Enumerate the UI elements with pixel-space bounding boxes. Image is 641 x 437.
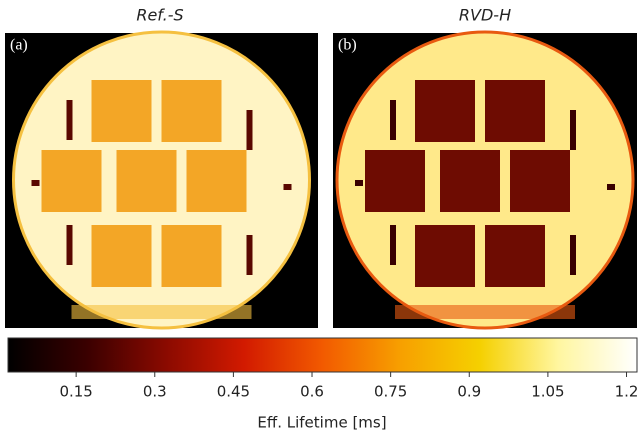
cell xyxy=(415,225,475,287)
panel-label: (b) xyxy=(338,37,357,54)
cell xyxy=(187,150,247,212)
slot xyxy=(247,235,253,275)
slot xyxy=(247,110,253,150)
panel-title: Ref.-S xyxy=(136,6,183,25)
colorbar xyxy=(8,338,637,372)
wafer-edge xyxy=(72,305,252,319)
cell xyxy=(92,80,152,142)
cell xyxy=(117,150,177,212)
cell xyxy=(42,150,102,212)
slot xyxy=(390,225,396,265)
cell xyxy=(485,225,545,287)
mark xyxy=(355,180,363,186)
cell xyxy=(162,225,222,287)
tick-label: 0.15 xyxy=(59,383,92,401)
tick-label: 0.75 xyxy=(374,383,407,401)
mark xyxy=(32,180,40,186)
colorbar-label: Eff. Lifetime [ms] xyxy=(257,414,386,432)
panel-label: (a) xyxy=(10,37,28,54)
slot xyxy=(570,110,576,150)
slot xyxy=(67,100,73,140)
tick-label: 1.05 xyxy=(531,383,564,401)
cell xyxy=(365,150,425,212)
tick-label: 1.2 xyxy=(615,383,639,401)
mark xyxy=(284,184,292,190)
cell xyxy=(485,80,545,142)
panel-title: RVD-H xyxy=(459,6,511,25)
slot xyxy=(390,100,396,140)
cell xyxy=(440,150,500,212)
cell xyxy=(510,150,570,212)
wafer-edge xyxy=(395,305,575,319)
slot xyxy=(570,235,576,275)
cell xyxy=(415,80,475,142)
tick-label: 0.45 xyxy=(217,383,250,401)
tick-label: 0.6 xyxy=(300,383,324,401)
tick-label: 0.3 xyxy=(143,383,167,401)
tick-label: 0.9 xyxy=(457,383,481,401)
cell xyxy=(92,225,152,287)
mark xyxy=(607,184,615,190)
slot xyxy=(67,225,73,265)
figure: Ref.-S RVD-H (a) (b) Eff. Lifetime [ms] … xyxy=(0,0,641,437)
cell xyxy=(162,80,222,142)
